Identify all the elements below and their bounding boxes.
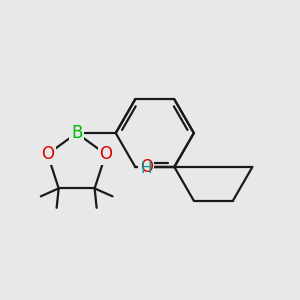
Text: H: H [140,161,152,176]
Text: B: B [71,124,82,142]
Text: O: O [41,145,54,163]
Text: O: O [99,145,112,163]
Text: O: O [140,158,153,176]
